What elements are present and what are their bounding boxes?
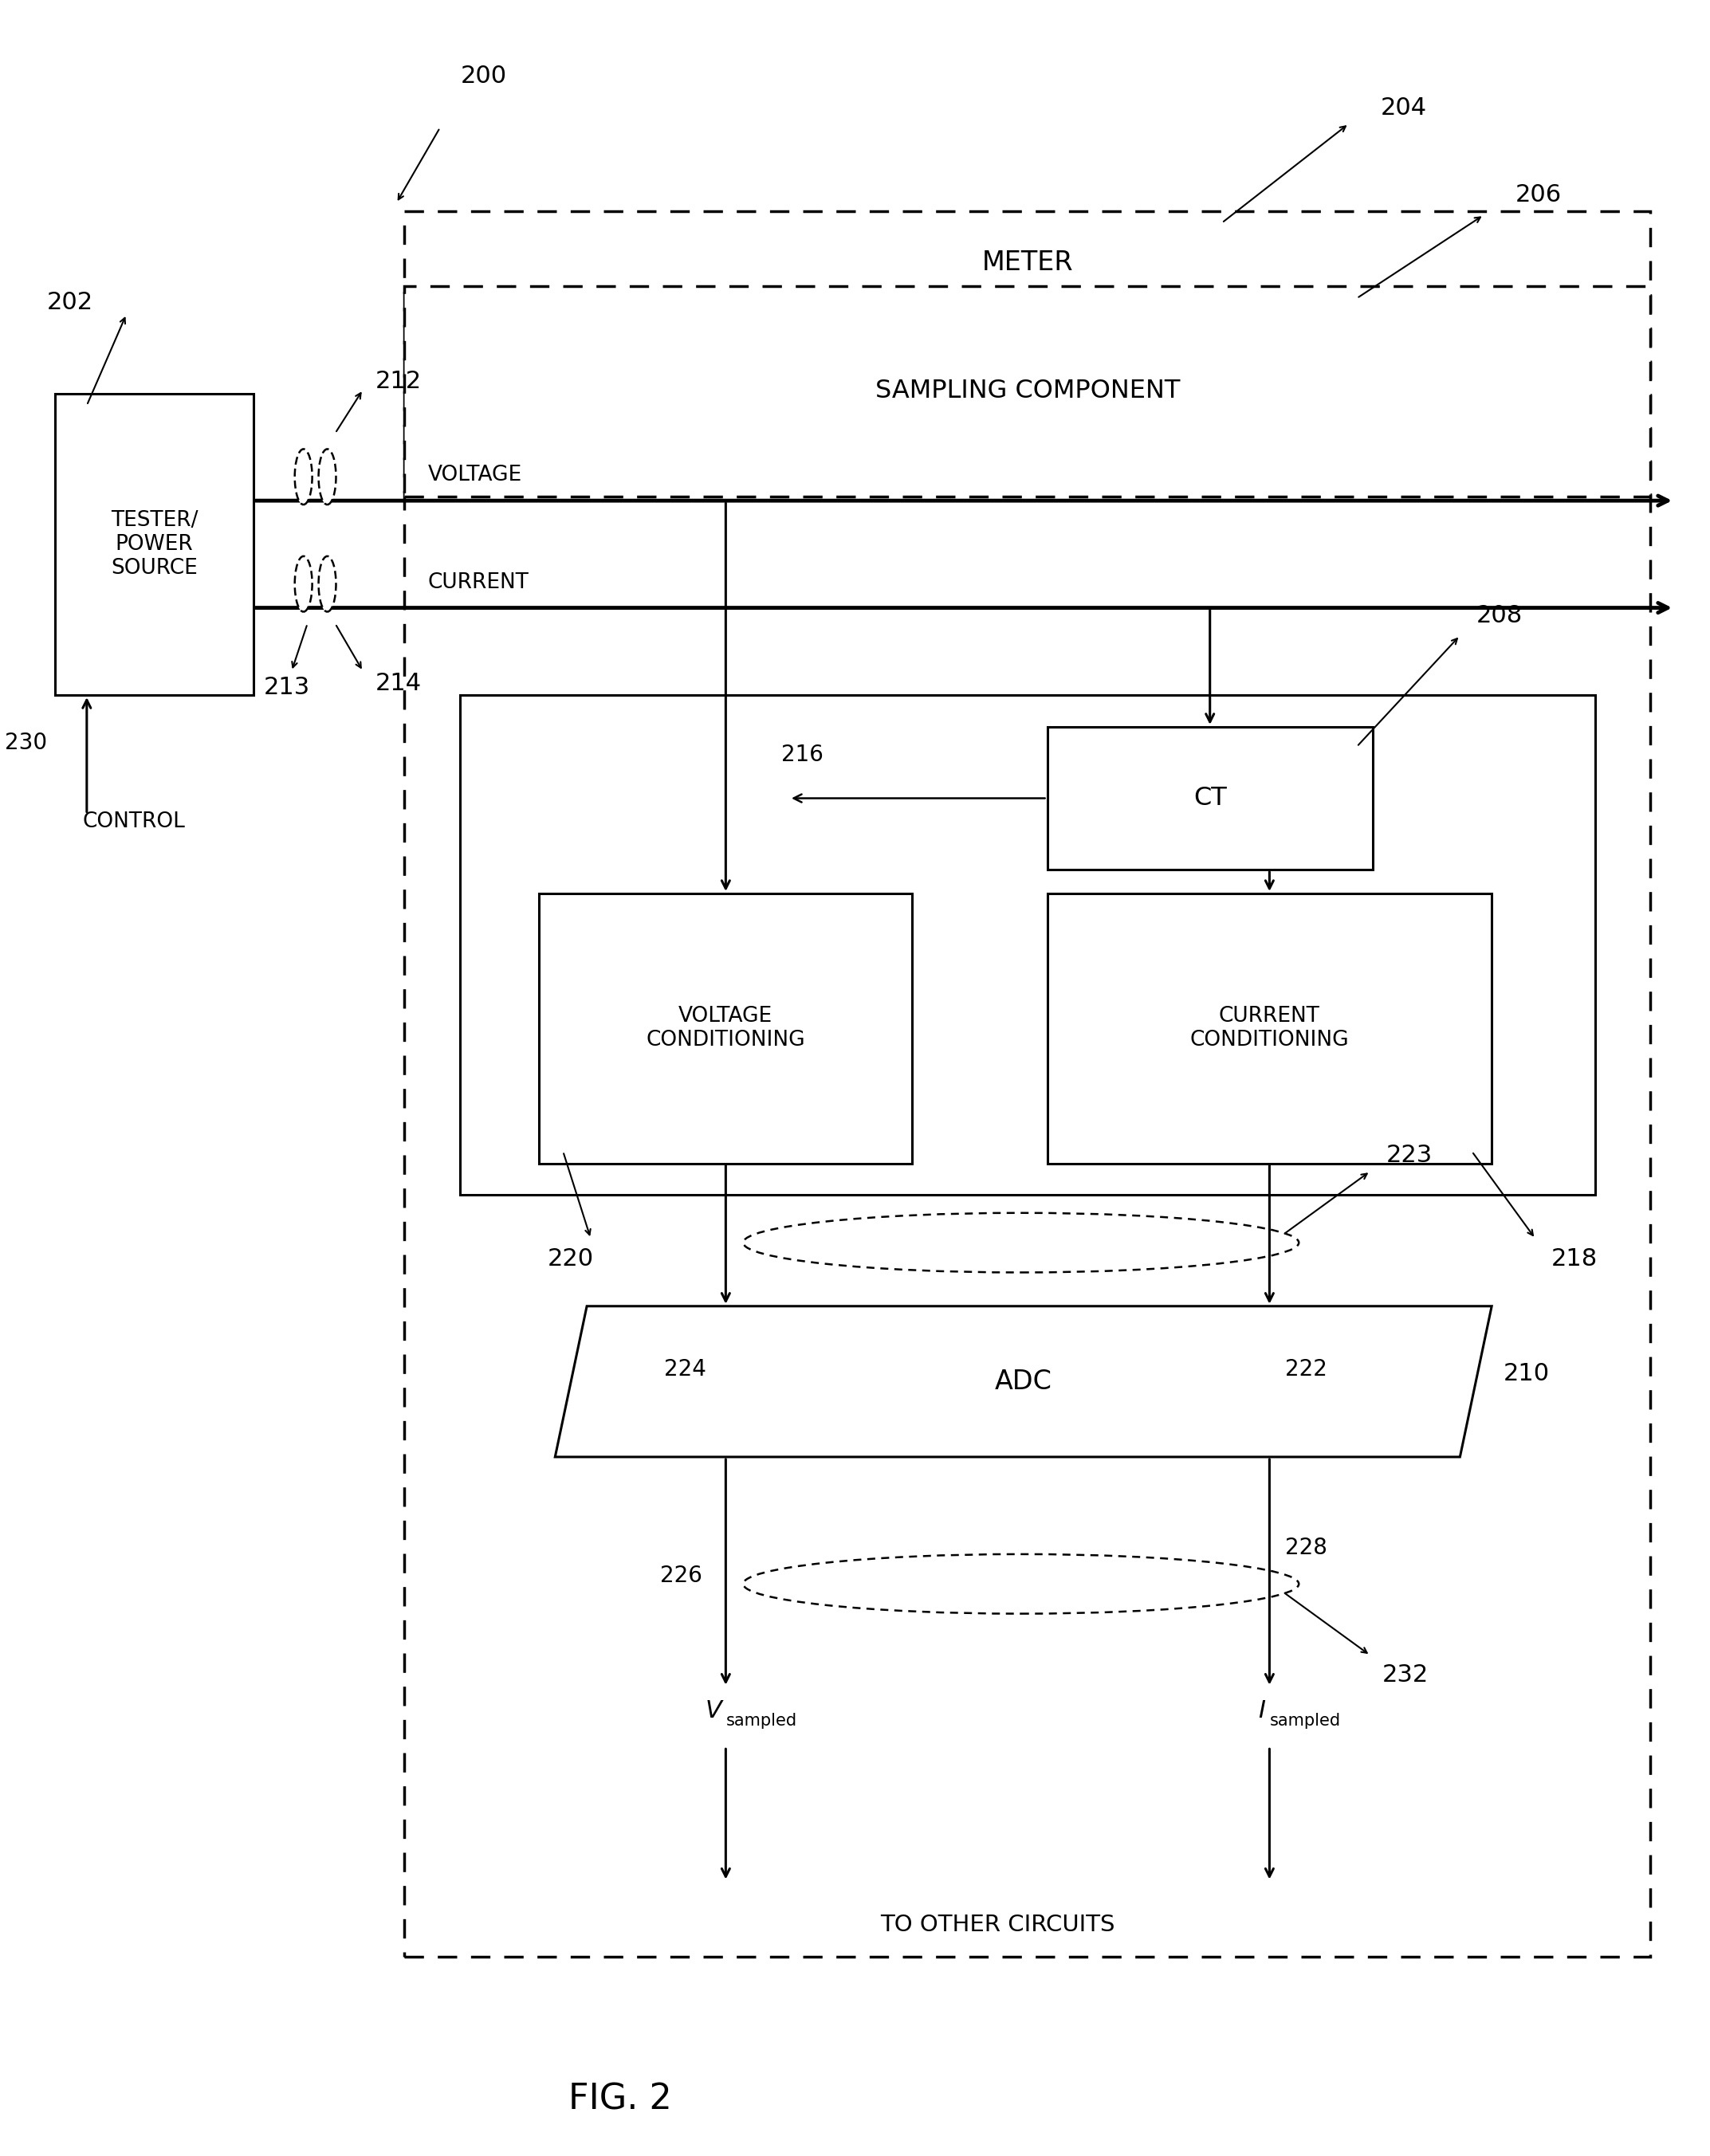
Text: 206: 206 xyxy=(1515,183,1561,207)
Text: sampled: sampled xyxy=(1269,1712,1341,1729)
Text: CONTROL: CONTROL xyxy=(82,811,185,832)
Text: SAMPLING COMPONENT: SAMPLING COMPONENT xyxy=(876,379,1180,403)
Ellipse shape xyxy=(294,556,313,612)
Ellipse shape xyxy=(744,1214,1300,1272)
Text: 216: 216 xyxy=(781,744,824,765)
Text: 208: 208 xyxy=(1476,604,1522,627)
Text: CT: CT xyxy=(1194,787,1226,811)
Ellipse shape xyxy=(294,448,313,505)
Text: I: I xyxy=(1259,1699,1265,1723)
Bar xyxy=(539,893,911,1164)
Text: 200: 200 xyxy=(460,65,506,88)
Text: METER: METER xyxy=(982,250,1074,276)
Bar xyxy=(460,694,1595,1194)
Text: CURRENT: CURRENT xyxy=(428,571,528,593)
Text: V: V xyxy=(705,1699,722,1723)
Text: sampled: sampled xyxy=(725,1712,797,1729)
Text: ADC: ADC xyxy=(995,1369,1052,1395)
Text: 218: 218 xyxy=(1551,1246,1597,1270)
Text: TO OTHER CIRCUITS: TO OTHER CIRCUITS xyxy=(881,1915,1115,1936)
Text: 230: 230 xyxy=(5,731,48,755)
Text: 202: 202 xyxy=(48,291,94,315)
Text: 210: 210 xyxy=(1503,1363,1549,1384)
Text: 220: 220 xyxy=(547,1246,593,1270)
Ellipse shape xyxy=(318,556,335,612)
Text: TESTER/
POWER
SOURCE: TESTER/ POWER SOURCE xyxy=(111,511,198,578)
Bar xyxy=(404,287,1650,496)
Text: CURRENT
CONDITIONING: CURRENT CONDITIONING xyxy=(1190,1007,1349,1050)
Text: VOLTAGE
CONDITIONING: VOLTAGE CONDITIONING xyxy=(646,1007,805,1050)
Text: 223: 223 xyxy=(1387,1145,1433,1166)
Text: 222: 222 xyxy=(1286,1358,1327,1380)
Text: 212: 212 xyxy=(374,371,421,392)
Text: 214: 214 xyxy=(374,673,421,694)
Ellipse shape xyxy=(318,448,335,505)
Text: 204: 204 xyxy=(1380,97,1426,119)
Bar xyxy=(1047,727,1373,869)
Text: VOLTAGE: VOLTAGE xyxy=(428,466,522,485)
Polygon shape xyxy=(556,1307,1491,1457)
Text: 213: 213 xyxy=(263,675,310,699)
Text: 224: 224 xyxy=(663,1358,706,1380)
Text: 228: 228 xyxy=(1286,1537,1327,1559)
Text: 232: 232 xyxy=(1382,1664,1428,1686)
Bar xyxy=(1047,893,1491,1164)
Text: 226: 226 xyxy=(660,1565,701,1587)
Text: FIG. 2: FIG. 2 xyxy=(568,2083,672,2117)
Bar xyxy=(55,395,253,694)
Ellipse shape xyxy=(744,1554,1300,1613)
Bar xyxy=(404,211,1650,1958)
